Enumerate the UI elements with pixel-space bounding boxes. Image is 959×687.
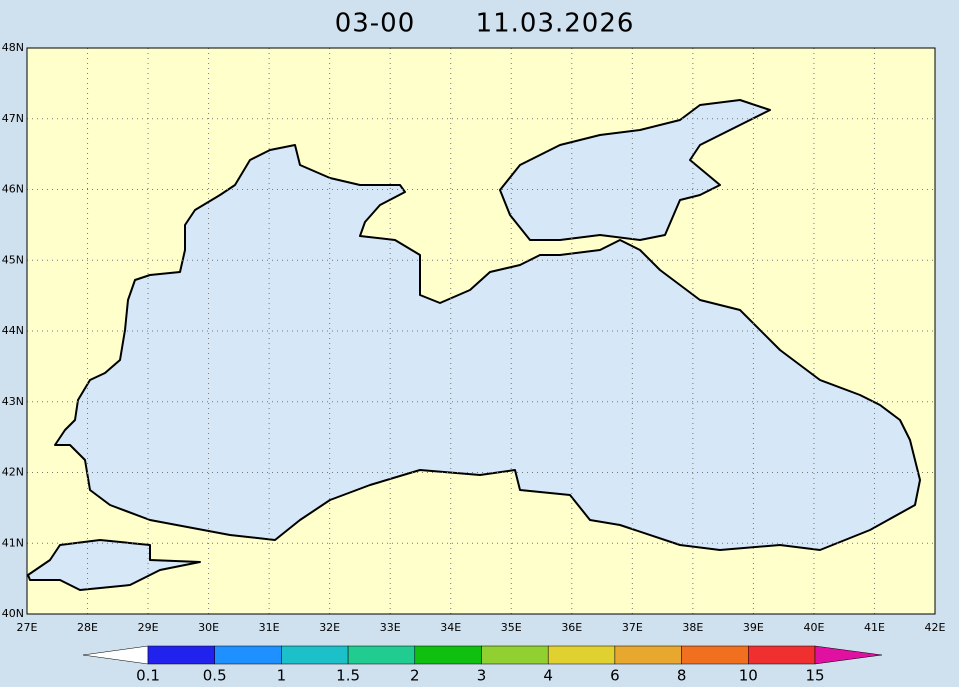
colorbar-box [347,645,416,665]
lat-tick-label: 47N [2,112,24,125]
lon-tick-label: 37E [622,621,643,634]
frame [26,47,936,615]
date-label: 11.03.2026 [476,9,635,39]
lat-tick-label: 41N [2,536,24,549]
lon-tick-label: 41E [864,621,885,634]
colorbar-box [547,645,616,665]
colorbar-label: 8 [677,667,687,685]
lat-tick-label: 40N [2,607,24,620]
sea-of-azov [499,99,771,241]
run-label: 03-00 [335,9,416,39]
colorbar-label: 2 [410,667,420,685]
colorbar-box [681,645,749,665]
lon-tick-label: 34E [440,621,461,634]
lon-tick-label: 42E [925,621,946,634]
colorbar: 0.1 0.5 1 1.5 2 3 4 6 8 10 15 [82,645,883,685]
lat-tick-label: 45N [2,253,24,266]
lat-tick-label: 44N [2,324,24,337]
colorbar-label: 0.1 [136,667,160,685]
colorbar-label: 1 [277,667,287,685]
lon-tick-label: 27E [17,621,38,634]
lon-tick-label: 30E [198,621,219,634]
colorbar-box [481,645,549,665]
lon-tick-label: 29E [138,621,159,634]
lon-tick-label: 35E [501,621,522,634]
colorbar-label: 10 [739,667,758,685]
lat-tick-label: 42N [2,466,24,479]
lon-tick-label: 28E [77,621,98,634]
lon-tick-label: 39E [743,621,764,634]
colorbar-box [147,645,215,665]
colorbar-label: 0.5 [203,667,227,685]
colorbar-label: 15 [805,667,824,685]
colorbar-box [614,645,682,665]
colorbar-label: 1.5 [336,667,360,685]
black-sea [54,144,921,551]
lon-tick-label: 38E [682,621,703,634]
lat-tick-label: 48N [2,41,24,54]
colorbar-box [414,645,482,665]
lon-tick-label: 36E [561,621,582,634]
sea-of-marmara [27,539,201,591]
colorbar-label: 3 [477,667,487,685]
colorbar-box [214,645,282,665]
colorbar-arrow [82,645,149,665]
colorbar-label: 4 [543,667,553,685]
colorbar-box [281,645,349,665]
lon-tick-label: 40E [803,621,824,634]
colorbar-box [748,645,816,665]
lon-tick-label: 33E [380,621,401,634]
colorbar-label: 6 [610,667,620,685]
lon-tick-label: 32E [319,621,340,634]
colorbar-arrow [814,645,883,665]
lat-tick-label: 46N [2,183,24,196]
lat-tick-label: 43N [2,395,24,408]
lon-tick-label: 31E [259,621,280,634]
seas [27,99,921,591]
